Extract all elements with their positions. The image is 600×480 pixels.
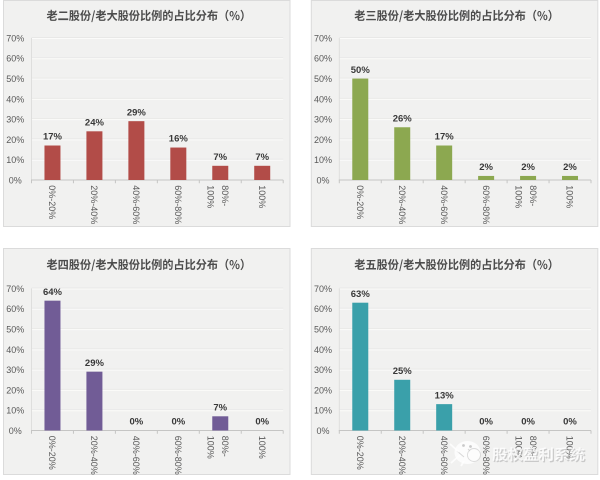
svg-text:80%-: 80%-: [220, 185, 230, 206]
svg-text:60%-80%: 60%-80%: [481, 436, 491, 475]
svg-text:70%: 70%: [6, 33, 24, 43]
svg-text:10%: 10%: [314, 155, 332, 165]
svg-text:20%-40%: 20%-40%: [397, 185, 407, 224]
svg-text:10%: 10%: [6, 406, 24, 416]
svg-text:20%: 20%: [314, 135, 332, 145]
svg-text:2%: 2%: [479, 162, 493, 173]
svg-text:7%: 7%: [213, 403, 227, 414]
svg-text:60%-80%: 60%-80%: [173, 185, 183, 224]
svg-text:17%: 17%: [43, 132, 63, 143]
svg-text:80%-: 80%-: [220, 436, 230, 457]
svg-text:63%: 63%: [351, 289, 371, 300]
svg-text:30%: 30%: [6, 365, 24, 375]
svg-text:17%: 17%: [435, 132, 455, 143]
svg-text:100%: 100%: [257, 185, 267, 208]
svg-text:60%: 60%: [314, 304, 332, 314]
svg-text:50%: 50%: [314, 74, 332, 84]
svg-text:40%: 40%: [314, 345, 332, 355]
svg-text:40%-60%: 40%-60%: [439, 185, 449, 224]
svg-text:50%: 50%: [6, 74, 24, 84]
svg-text:10%: 10%: [6, 155, 24, 165]
svg-text:26%: 26%: [393, 113, 413, 124]
svg-text:80%-: 80%-: [528, 185, 538, 206]
svg-text:60%: 60%: [6, 54, 24, 64]
svg-text:0%: 0%: [171, 417, 185, 428]
svg-text:100%: 100%: [565, 436, 575, 459]
svg-text:50%: 50%: [6, 324, 24, 334]
svg-text:25%: 25%: [393, 366, 413, 377]
svg-text:0%-20%: 0%-20%: [47, 436, 57, 470]
svg-text:40%-60%: 40%-60%: [439, 436, 449, 475]
svg-text:30%: 30%: [6, 115, 24, 125]
svg-text:100%: 100%: [565, 185, 575, 208]
svg-text:0%: 0%: [255, 417, 269, 428]
svg-text:40%: 40%: [314, 94, 332, 104]
svg-text:50%: 50%: [314, 324, 332, 334]
svg-text:0%: 0%: [130, 417, 144, 428]
svg-text:70%: 70%: [314, 284, 332, 294]
svg-text:100%: 100%: [206, 436, 216, 459]
svg-text:0%: 0%: [479, 417, 493, 428]
svg-text:0%: 0%: [9, 426, 22, 436]
svg-text:60%: 60%: [314, 54, 332, 64]
svg-text:13%: 13%: [435, 390, 455, 401]
svg-text:100%: 100%: [513, 436, 523, 459]
svg-text:20%: 20%: [6, 135, 24, 145]
svg-text:29%: 29%: [85, 358, 105, 369]
svg-text:100%: 100%: [206, 185, 216, 208]
svg-text:0%-20%: 0%-20%: [47, 185, 57, 219]
svg-text:100%: 100%: [513, 185, 523, 208]
svg-text:30%: 30%: [314, 115, 332, 125]
svg-text:80%-: 80%-: [528, 436, 538, 457]
svg-text:2%: 2%: [563, 162, 577, 173]
svg-text:0%: 0%: [316, 426, 329, 436]
svg-text:16%: 16%: [169, 134, 189, 145]
svg-text:20%-40%: 20%-40%: [89, 436, 99, 475]
svg-text:29%: 29%: [127, 107, 147, 118]
svg-text:40%-60%: 40%-60%: [131, 436, 141, 475]
svg-text:0%-20%: 0%-20%: [355, 185, 365, 219]
svg-text:0%: 0%: [563, 417, 577, 428]
svg-text:70%: 70%: [6, 284, 24, 294]
svg-text:20%-40%: 20%-40%: [89, 185, 99, 224]
svg-text:40%: 40%: [6, 345, 24, 355]
svg-text:7%: 7%: [255, 152, 269, 163]
svg-text:70%: 70%: [314, 33, 332, 43]
svg-text:2%: 2%: [521, 162, 535, 173]
svg-text:10%: 10%: [314, 406, 332, 416]
svg-text:0%: 0%: [9, 175, 22, 185]
svg-text:24%: 24%: [85, 118, 105, 129]
svg-text:20%: 20%: [314, 385, 332, 395]
svg-text:7%: 7%: [213, 152, 227, 163]
svg-text:0%: 0%: [316, 175, 329, 185]
svg-text:60%-80%: 60%-80%: [173, 436, 183, 475]
svg-text:0%: 0%: [521, 417, 535, 428]
svg-text:100%: 100%: [257, 436, 267, 459]
svg-text:40%-60%: 40%-60%: [131, 185, 141, 224]
svg-text:20%: 20%: [6, 385, 24, 395]
svg-text:30%: 30%: [314, 365, 332, 375]
svg-text:60%-80%: 60%-80%: [481, 185, 491, 224]
svg-text:50%: 50%: [351, 65, 371, 76]
svg-text:0%-20%: 0%-20%: [355, 436, 365, 470]
svg-text:64%: 64%: [43, 287, 63, 298]
svg-text:20%-40%: 20%-40%: [397, 436, 407, 475]
svg-text:60%: 60%: [6, 304, 24, 314]
svg-text:40%: 40%: [6, 94, 24, 104]
